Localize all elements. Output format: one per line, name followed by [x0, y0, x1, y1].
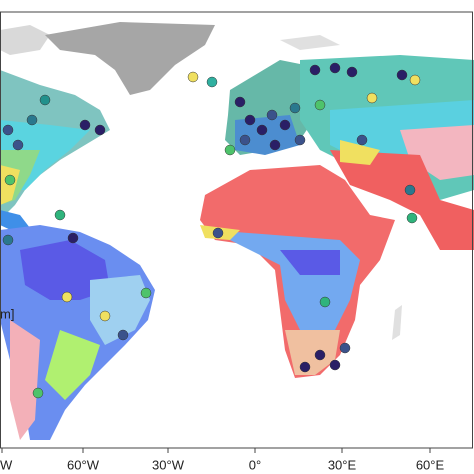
x-tick-label: 30°E	[328, 457, 357, 472]
x-tick-label: 0°	[249, 457, 261, 472]
stations	[2, 62, 421, 399]
x-tick-label: W	[0, 457, 13, 472]
legend-fragment: m]	[0, 306, 14, 321]
x-ticks	[1, 448, 431, 453]
map-frame	[0, 11, 473, 449]
land	[0, 22, 474, 440]
x-tick-label: 60°E	[416, 457, 445, 472]
x-tick-label: 60°W	[67, 457, 100, 472]
x-tick-label: 30°W	[152, 457, 185, 472]
